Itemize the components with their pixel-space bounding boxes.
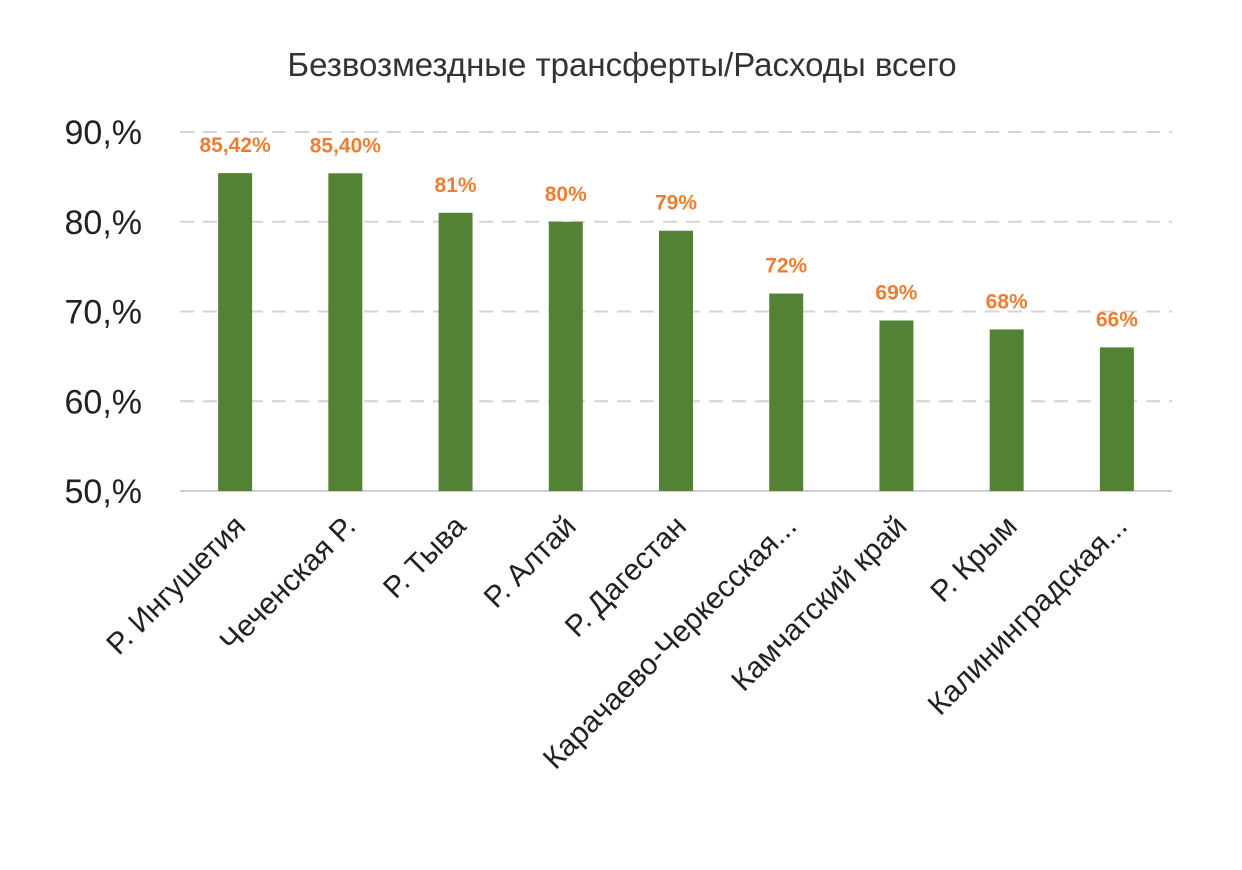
y-tick-label: 50,%	[65, 473, 143, 511]
data-label: 81%	[435, 174, 477, 197]
bar	[879, 320, 914, 491]
data-label: 68%	[986, 290, 1028, 313]
x-tick-label: Р. Крым	[924, 510, 1023, 609]
x-tick-label: Р. Тыва	[377, 509, 473, 605]
data-label: 66%	[1096, 308, 1138, 331]
bar	[438, 212, 473, 491]
bar	[1099, 347, 1134, 491]
y-tick-label: 80,%	[65, 204, 143, 242]
data-labels: 85,42% 85,40% 81% 80% 79% 72% 69% 68% 66%	[199, 134, 1138, 331]
chart-title: Безвозмездные трансферты/Расходы всего	[287, 46, 956, 83]
y-tick-label: 70,%	[65, 294, 143, 332]
x-tick-label: Калининградская...	[922, 510, 1134, 722]
y-tick-label: 60,%	[65, 383, 143, 421]
bar	[548, 221, 583, 491]
bar	[989, 329, 1024, 491]
y-axis-ticks: 50,% 60,% 70,% 80,% 90,%	[65, 114, 143, 511]
x-tick-label: Р. Алтай	[478, 510, 583, 615]
data-label: 85,40%	[310, 134, 382, 157]
bar	[769, 293, 804, 491]
data-label: 80%	[545, 183, 587, 206]
bar	[328, 173, 363, 491]
data-label: 72%	[765, 255, 807, 278]
bar	[218, 173, 253, 491]
data-label: 69%	[875, 281, 917, 304]
y-tick-label: 90,%	[65, 114, 143, 152]
bar	[659, 230, 693, 491]
data-label: 79%	[655, 192, 697, 215]
bars	[218, 173, 1134, 491]
data-label: 85,42%	[199, 134, 271, 157]
